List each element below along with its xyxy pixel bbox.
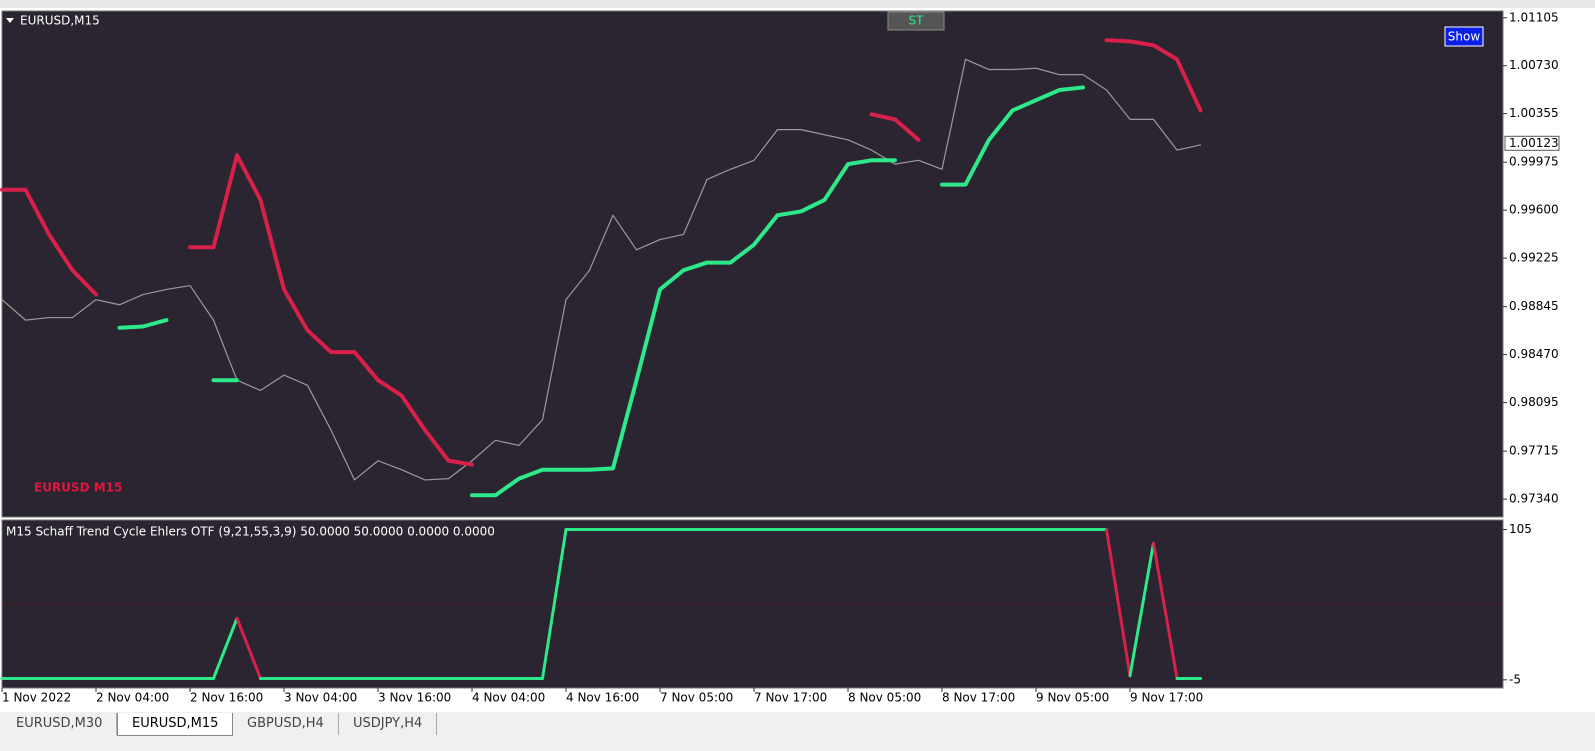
- st-button[interactable]: [887, 11, 945, 31]
- y-tick-label: 0.97715: [1509, 444, 1559, 458]
- main-plot: [1, 10, 1504, 518]
- chart-tab[interactable]: EURUSD,M30: [2, 713, 118, 735]
- stc-segment: [1152, 541, 1179, 680]
- y-tick-label: -5: [1509, 672, 1521, 686]
- indicator-title: M15 Schaff Trend Cycle Ehlers OTF (9,21,…: [6, 525, 495, 539]
- y-tick-label: 105: [1509, 522, 1532, 536]
- indicator-plot: [1, 519, 1504, 689]
- y-tick-label: 0.99975: [1509, 155, 1559, 169]
- show-button-label[interactable]: Show: [1448, 30, 1481, 44]
- menu-arrow[interactable]: [6, 18, 14, 23]
- current-price-label: 1.00123: [1509, 136, 1559, 150]
- y-tick-label: 0.98470: [1509, 347, 1559, 361]
- x-tick-label: 4 Nov 16:00: [566, 691, 639, 705]
- top-strip: [0, 0, 1595, 8]
- y-tick-label: 0.98845: [1509, 299, 1559, 313]
- st-button-label[interactable]: ST: [909, 14, 925, 28]
- show-button[interactable]: [1444, 26, 1484, 47]
- x-tick-label: 9 Nov 05:00: [1036, 691, 1109, 705]
- supertrend-line: [117, 85, 1085, 498]
- y-tick-label: 0.99600: [1509, 203, 1559, 217]
- stc-segment: [541, 528, 568, 680]
- chart-tab[interactable]: USDJPY,H4: [339, 713, 438, 735]
- current-price-box: [1504, 135, 1560, 151]
- stc-segment: [1105, 528, 1132, 678]
- x-tick-label: 2 Nov 16:00: [190, 691, 263, 705]
- x-tick-label: 2 Nov 04:00: [96, 691, 169, 705]
- stc-segment: [235, 616, 262, 680]
- x-tick-label: 3 Nov 16:00: [378, 691, 451, 705]
- y-tick-label: 1.00730: [1509, 58, 1559, 72]
- x-tick-label: 8 Nov 17:00: [942, 691, 1015, 705]
- stc-segment: [212, 616, 239, 680]
- x-tick-label: 7 Nov 05:00: [660, 691, 733, 705]
- terminal: EURUSD,M15 ST Show EURUSD M15 M15 Schaff…: [0, 0, 1595, 712]
- y-tick-label: 1.01105: [1509, 10, 1559, 24]
- x-tick-label: 9 Nov 17:00: [1130, 691, 1203, 705]
- x-tick-label: 3 Nov 04:00: [284, 691, 357, 705]
- y-tick-label: 0.97340: [1509, 492, 1559, 506]
- x-tick-label: 4 Nov 04:00: [472, 691, 545, 705]
- x-tick-label: 1 Nov 2022: [2, 691, 71, 705]
- symbol-label: EURUSD,M15: [20, 14, 100, 28]
- x-tick-label: 8 Nov 05:00: [848, 691, 921, 705]
- supertrend-line: [0, 38, 1203, 467]
- price-line: [1, 58, 1202, 481]
- stc-segment: [1128, 541, 1155, 678]
- y-tick-label: 0.98095: [1509, 395, 1559, 409]
- y-tick-label: 0.99225: [1509, 251, 1559, 265]
- chart-tab[interactable]: GBPUSD,H4: [233, 713, 339, 735]
- y-tick-label: 1.00355: [1509, 106, 1559, 120]
- watermark: EURUSD M15: [34, 481, 122, 495]
- x-tick-label: 7 Nov 17:00: [754, 691, 827, 705]
- chart-tab[interactable]: EURUSD,M15: [117, 713, 234, 736]
